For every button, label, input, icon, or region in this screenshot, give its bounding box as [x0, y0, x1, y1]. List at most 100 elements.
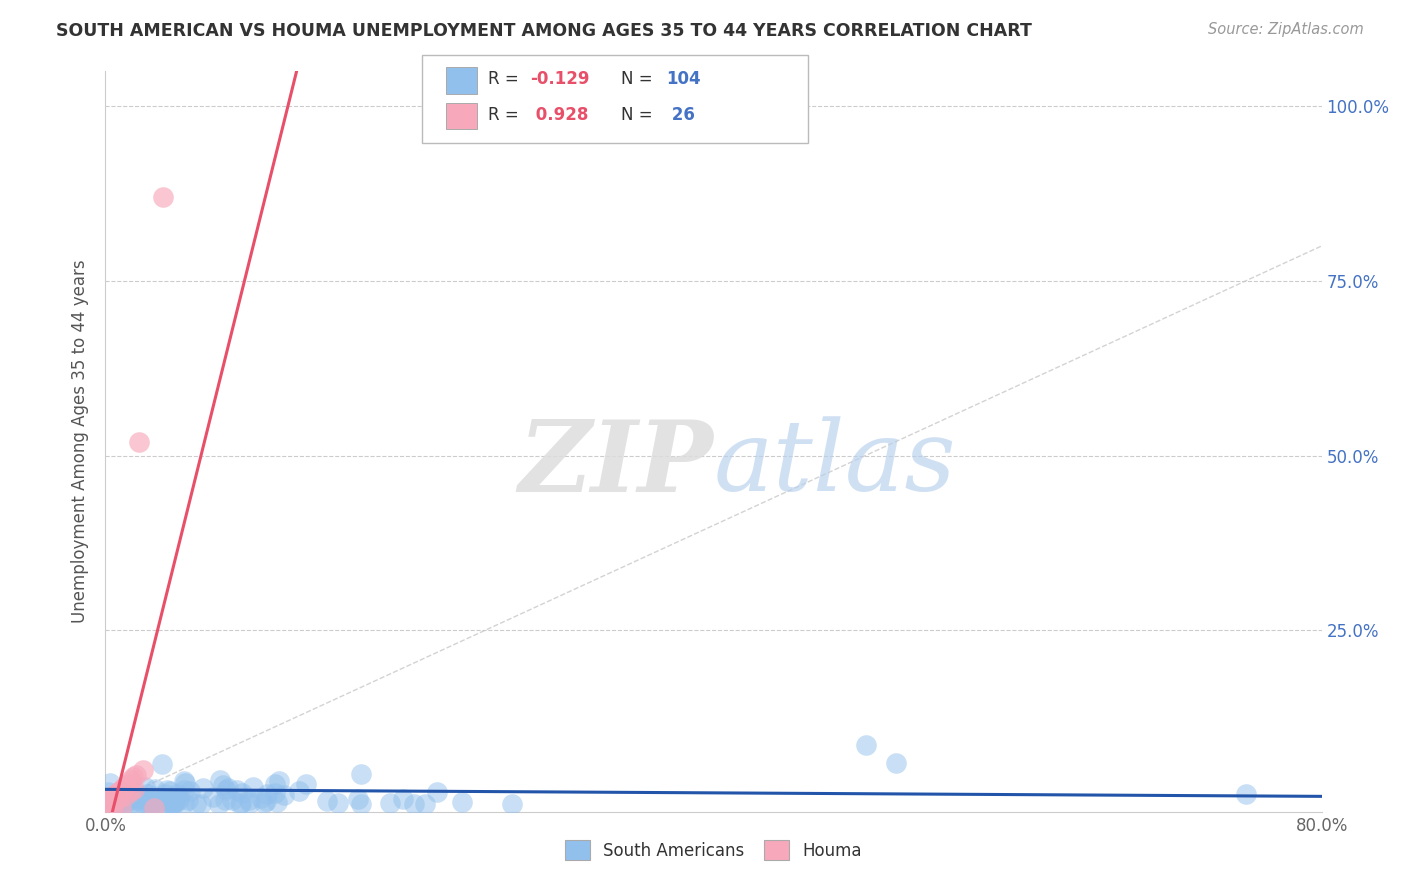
Point	[238, 796, 260, 810]
Point	[160, 793, 183, 807]
Point	[152, 756, 174, 771]
Point	[380, 796, 402, 810]
Point	[129, 789, 152, 803]
Text: 26: 26	[666, 106, 696, 124]
Point	[101, 800, 124, 814]
Point	[295, 777, 318, 791]
Point	[165, 791, 187, 805]
Point	[190, 797, 212, 811]
Point	[101, 789, 124, 804]
Point	[104, 797, 127, 811]
Point	[242, 780, 264, 795]
Point	[122, 795, 145, 809]
Point	[107, 785, 129, 799]
Point	[238, 793, 260, 807]
Point	[1234, 787, 1257, 801]
Point	[103, 797, 125, 811]
Point	[160, 797, 183, 811]
Legend: South Americans, Houma: South Americans, Houma	[558, 834, 869, 866]
FancyBboxPatch shape	[446, 67, 477, 94]
Point	[208, 773, 231, 788]
Point	[103, 790, 125, 805]
Point	[266, 795, 288, 809]
Point	[173, 774, 195, 789]
Point	[253, 796, 276, 810]
Point	[134, 780, 156, 795]
Point	[110, 797, 132, 811]
Point	[128, 791, 150, 805]
Point	[114, 789, 136, 803]
Point	[110, 801, 132, 815]
Text: R =: R =	[488, 70, 524, 88]
Point	[156, 783, 179, 797]
Point	[288, 784, 311, 798]
Point	[350, 797, 373, 811]
Point	[159, 790, 181, 805]
Point	[451, 795, 474, 809]
Text: Source: ZipAtlas.com: Source: ZipAtlas.com	[1208, 22, 1364, 37]
Point	[173, 776, 195, 790]
Point	[120, 796, 142, 810]
Point	[145, 797, 167, 811]
Point	[124, 782, 146, 797]
Point	[163, 796, 186, 810]
Point	[97, 792, 120, 806]
Point	[884, 756, 907, 770]
Point	[105, 787, 128, 801]
Text: 0.928: 0.928	[530, 106, 589, 124]
Point	[110, 784, 132, 798]
Point	[392, 792, 415, 806]
Point	[100, 790, 122, 805]
Point	[169, 792, 191, 806]
Point	[273, 789, 295, 803]
Point	[267, 773, 290, 788]
Point	[96, 794, 118, 808]
Point	[191, 781, 214, 796]
Point	[118, 793, 141, 807]
Text: atlas: atlas	[713, 416, 956, 511]
Point	[132, 763, 155, 777]
Point	[103, 793, 125, 807]
Point	[121, 770, 143, 784]
Point	[120, 773, 142, 788]
Text: N =: N =	[621, 106, 658, 124]
Text: ZIP: ZIP	[519, 416, 713, 512]
Y-axis label: Unemployment Among Ages 35 to 44 years: Unemployment Among Ages 35 to 44 years	[72, 260, 90, 624]
Point	[136, 787, 159, 801]
Point	[184, 797, 207, 811]
Point	[97, 785, 120, 799]
Point	[153, 787, 176, 801]
Point	[173, 796, 195, 810]
Point	[142, 789, 165, 803]
Point	[96, 796, 118, 810]
Point	[217, 780, 239, 795]
Point	[501, 797, 523, 811]
Point	[214, 793, 236, 807]
Point	[162, 796, 184, 810]
Point	[141, 797, 163, 811]
Point	[98, 796, 121, 810]
Point	[143, 794, 166, 808]
Point	[117, 777, 139, 791]
Point	[221, 792, 243, 806]
Point	[114, 796, 136, 810]
Point	[152, 794, 174, 808]
Point	[404, 797, 426, 811]
Point	[98, 776, 121, 790]
Point	[350, 766, 373, 780]
Point	[101, 796, 124, 810]
Point	[101, 789, 124, 804]
Point	[215, 783, 238, 797]
Point	[316, 794, 339, 808]
Point	[264, 786, 287, 800]
Point	[229, 797, 252, 811]
Point	[135, 796, 157, 810]
FancyBboxPatch shape	[422, 55, 808, 143]
Point	[250, 791, 273, 805]
Point	[125, 768, 148, 782]
Text: N =: N =	[621, 70, 658, 88]
Point	[163, 790, 186, 805]
Point	[208, 797, 231, 811]
Point	[201, 790, 224, 805]
Point	[115, 788, 138, 802]
